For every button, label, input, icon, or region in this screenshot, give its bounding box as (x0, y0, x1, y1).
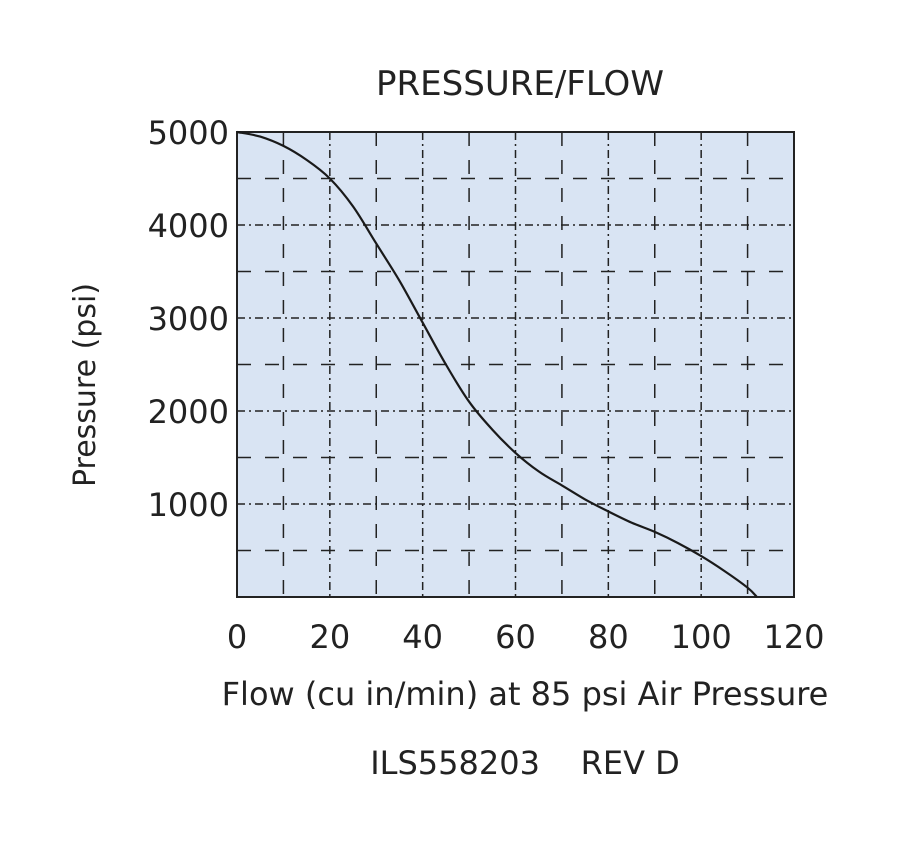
x-tick-labels: 0 20 40 60 80 100 120 (227, 618, 825, 656)
x-tick-label: 100 (671, 618, 732, 656)
x-tick-label: 60 (495, 618, 536, 656)
x-tick-label: 0 (227, 618, 247, 656)
plot-frame (236, 131, 795, 598)
chart-title: PRESSURE/FLOW (376, 64, 664, 104)
x-tick-label: 80 (588, 618, 629, 656)
y-axis-label: Pressure (psi) (68, 283, 103, 487)
plot-background (237, 132, 794, 597)
x-tick-label: 40 (402, 618, 443, 656)
footer-code: ILS558203 REV D (370, 744, 680, 782)
y-tick-labels: 1000 2000 3000 4000 5000 (148, 114, 229, 524)
y-tick-label: 5000 (148, 114, 229, 152)
x-tick-label: 120 (763, 618, 824, 656)
y-tick-label: 1000 (148, 486, 229, 524)
series-line-pressure-flow (236, 130, 758, 598)
x-axis-label: Flow (cu in/min) at 85 psi Air Pressure (222, 675, 829, 713)
y-tick-label: 4000 (148, 207, 229, 245)
x-tick-label: 20 (309, 618, 350, 656)
y-tick-label: 3000 (148, 300, 229, 338)
y-tick-label: 2000 (148, 393, 229, 431)
